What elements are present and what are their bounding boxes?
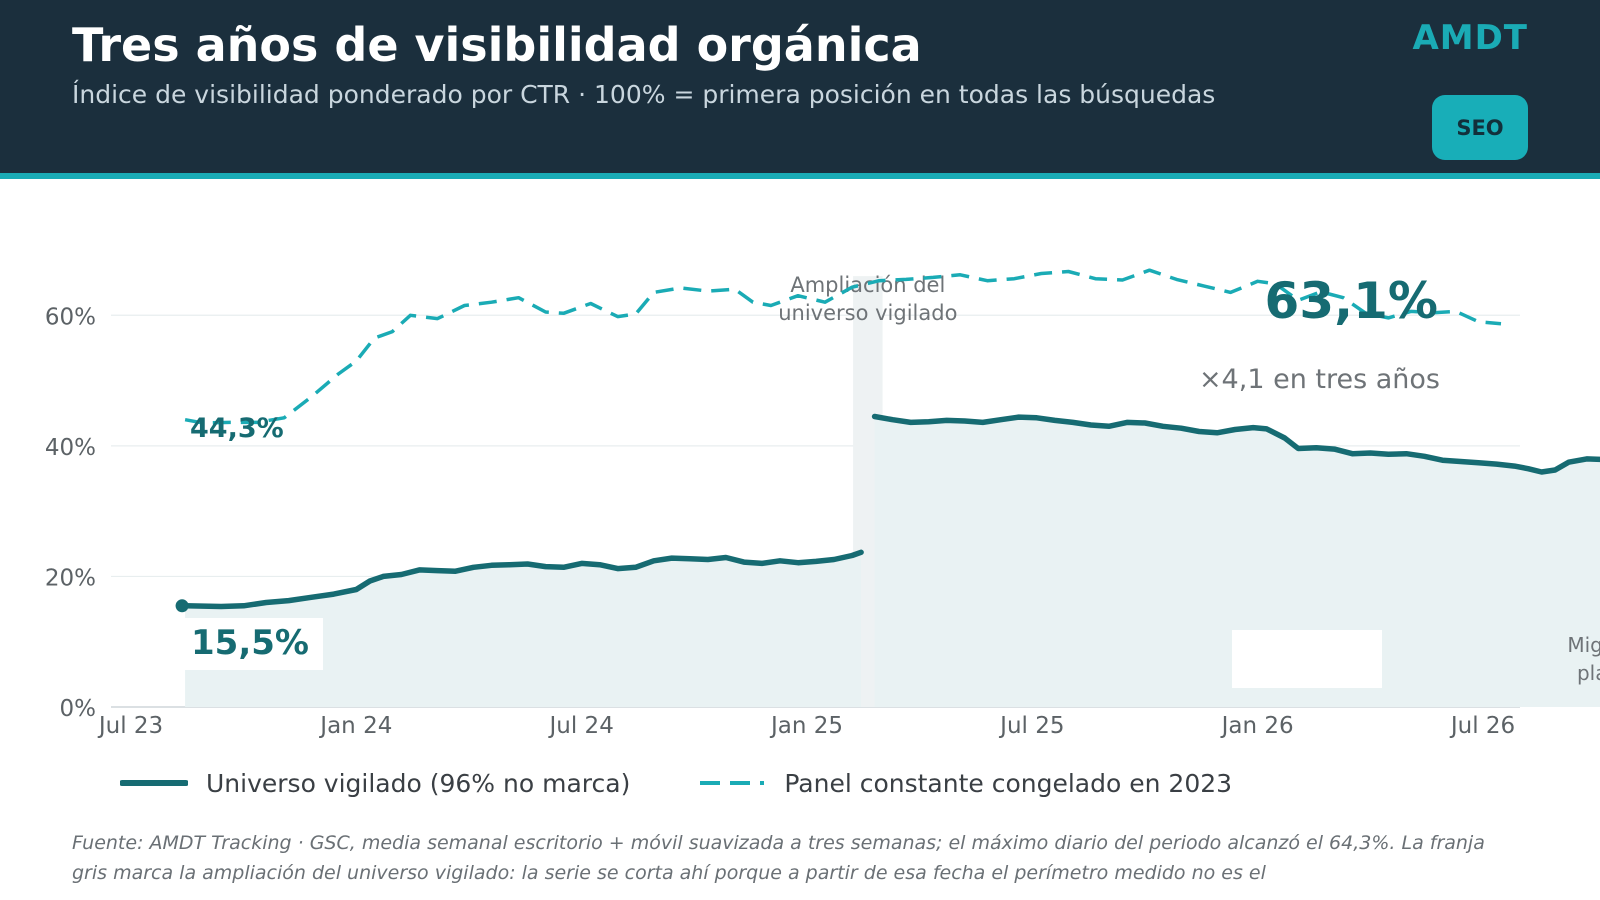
legend-label-universo: Universo vigilado (96% no marca) (206, 768, 631, 798)
start-point-marker (175, 599, 189, 613)
y-tick-label: 40% (45, 435, 96, 461)
start-value-label: 15,5% (191, 623, 309, 663)
legend-item-panel: Panel constante congelado en 2023 (698, 769, 1232, 798)
migration-label-box (1232, 630, 1382, 688)
band-label-line-1: Ampliación del (790, 273, 945, 297)
y-tick-label: 60% (45, 304, 96, 330)
x-tick-label: Jul 26 (1449, 713, 1515, 739)
y-tick-label: 0% (60, 696, 97, 722)
x-tick-label: Jan 26 (1220, 713, 1294, 739)
legend-label-panel: Panel constante congelado en 2023 (784, 768, 1233, 798)
legend-solid-swatch (120, 780, 188, 786)
visibility-line-chart: 0% 20% 40% 60% Jul 23 Jan 24 Jul 24 Jan 25 Jul 2… (45, 268, 1600, 739)
band-label-line-2: universo vigilado (778, 301, 957, 325)
y-tick-label: 20% (45, 565, 96, 591)
start-panel-value-label: 44,3% (190, 413, 284, 444)
start-value-box (181, 618, 323, 670)
page-subtitle: Índice de visibilidad ponderado por CTR … (72, 80, 1216, 109)
x-tick-label: Jul 24 (548, 713, 614, 739)
legend-item-universo: Universo vigilado (96% no marca) (120, 769, 630, 798)
series-panel-line (184, 268, 1502, 425)
seo-badge: SEO (1432, 95, 1528, 160)
multiplier-box (1188, 356, 1450, 406)
migration-label-line-1: Migración de (1567, 633, 1600, 657)
x-tick-label: Jan 24 (318, 713, 392, 739)
series-universo-line (871, 413, 1600, 475)
end-value-label: 63,1% (1265, 272, 1438, 330)
header-bar: Tres años de visibilidad orgánica Índice… (0, 0, 1600, 179)
series-universo-line (182, 549, 864, 610)
x-tick-label: Jul 23 (97, 713, 163, 739)
migration-label-line-2: plataforma (1577, 661, 1600, 685)
x-tick-label: Jan 25 (769, 713, 843, 739)
page-title: Tres años de visibilidad orgánica (72, 18, 922, 72)
chart-legend: Universo vigilado (96% no marca) Panel c… (120, 763, 1300, 803)
x-tick-label: Jul 25 (998, 713, 1064, 739)
area-fill-segment (874, 416, 1600, 707)
multiplier-label: ×4,1 en tres años (1199, 364, 1440, 395)
legend-dashed-swatch (700, 781, 765, 785)
brand-logo: AMDT (1412, 18, 1528, 58)
source-footnote: Fuente: AMDT Tracking · GSC, media seman… (72, 832, 1485, 884)
